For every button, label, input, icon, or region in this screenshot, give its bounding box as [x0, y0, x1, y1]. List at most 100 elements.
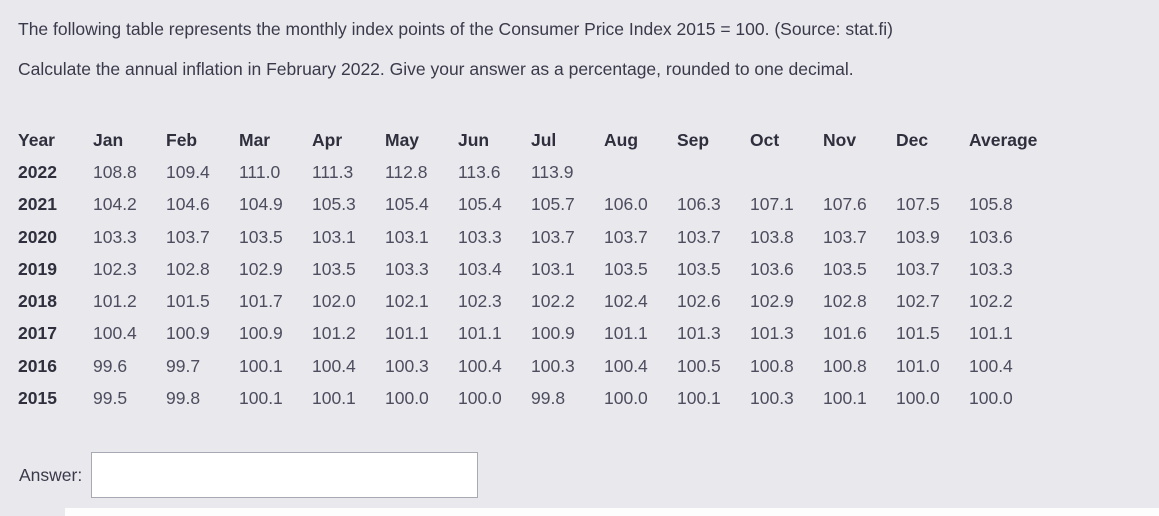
value-cell: 100.4	[458, 355, 502, 376]
value-cell: 99.5	[93, 388, 128, 409]
value-cell: 103.5	[312, 258, 356, 279]
column-header-jun: Jun	[458, 129, 490, 150]
question-instruction: Calculate the annual inflation in Februa…	[18, 59, 854, 79]
value-cell: 100.9	[531, 323, 575, 344]
value-cell: 105.7	[531, 194, 575, 215]
value-cell: 113.6	[458, 161, 501, 182]
value-cell	[896, 156, 969, 188]
column-header-aug: Aug	[604, 129, 639, 150]
value-cell: 101.1	[385, 323, 429, 344]
column-header-apr: Apr	[312, 129, 343, 150]
value-cell: 103.5	[823, 258, 867, 279]
value-cell: 101.7	[239, 291, 283, 312]
value-cell: 103.1	[531, 258, 575, 279]
value-cell: 103.4	[458, 258, 502, 279]
column-header-dec: Dec	[896, 129, 929, 150]
value-cell: 101.5	[896, 323, 940, 344]
value-cell: 105.4	[458, 194, 502, 215]
value-cell: 102.2	[969, 291, 1013, 312]
value-cell: 103.3	[93, 226, 137, 247]
value-cell: 100.3	[385, 355, 429, 376]
value-cell: 101.2	[93, 291, 137, 312]
value-cell: 100.5	[677, 355, 721, 376]
year-cell: 2016	[18, 355, 57, 376]
value-cell: 100.4	[969, 355, 1013, 376]
value-cell: 103.5	[604, 258, 648, 279]
value-cell: 103.8	[750, 226, 794, 247]
value-cell: 100.8	[750, 355, 794, 376]
value-cell: 100.9	[166, 323, 210, 344]
value-cell: 109.4	[166, 161, 210, 182]
year-cell: 2019	[18, 258, 57, 279]
value-cell: 100.4	[604, 355, 648, 376]
value-cell: 102.3	[458, 291, 502, 312]
value-cell: 100.4	[93, 323, 137, 344]
value-cell: 101.1	[458, 323, 502, 344]
value-cell: 100.1	[823, 388, 867, 409]
value-cell: 112.8	[385, 161, 428, 182]
table-row-2018: 2018 101.2 101.5 101.7 102.0 102.1 102.3 102.2 1…	[18, 285, 1049, 317]
question-statement: The following table represents the month…	[18, 19, 893, 39]
value-cell: 104.2	[93, 194, 137, 215]
value-cell: 101.2	[312, 323, 356, 344]
value-cell: 100.0	[458, 388, 502, 409]
value-cell: 105.4	[385, 194, 429, 215]
column-header-mar: Mar	[239, 129, 271, 150]
value-cell: 101.1	[604, 323, 648, 344]
year-cell: 2018	[18, 291, 57, 312]
value-cell: 103.7	[604, 226, 648, 247]
value-cell: 102.2	[531, 291, 575, 312]
column-header-jan: Jan	[93, 129, 124, 150]
value-cell: 102.4	[604, 291, 648, 312]
value-cell: 102.8	[166, 258, 210, 279]
value-cell: 103.3	[385, 258, 429, 279]
value-cell: 99.8	[531, 388, 566, 409]
year-cell: 2015	[18, 388, 57, 409]
value-cell: 100.1	[239, 355, 283, 376]
table-row-2015: 2015 99.5 99.8 100.1 100.1 100.0 100.0 99.8 100.…	[18, 382, 1049, 414]
value-cell: 103.7	[531, 226, 575, 247]
column-header-jul: Jul	[531, 129, 557, 150]
value-cell: 105.8	[969, 194, 1013, 215]
table-body: 2022 108.8 109.4 111.0 111.3 112.8 113.6 113.9 2…	[18, 156, 1049, 414]
bottom-content-edge	[65, 508, 1159, 516]
answer-row: Answer:	[19, 452, 479, 498]
value-cell: 100.1	[677, 388, 721, 409]
value-cell: 103.6	[969, 226, 1013, 247]
value-cell: 100.3	[750, 388, 794, 409]
value-cell: 102.7	[896, 291, 940, 312]
value-cell: 103.7	[166, 226, 210, 247]
column-header-feb: Feb	[166, 129, 198, 150]
year-cell: 2021	[18, 194, 57, 215]
table-header-row: Year Jan Feb Mar Apr May Jun Jul Aug Sep Oct Nov Dec…	[18, 124, 1049, 156]
value-cell: 105.3	[312, 194, 356, 215]
value-cell: 101.3	[677, 323, 721, 344]
value-cell: 100.0	[896, 388, 940, 409]
value-cell: 102.9	[750, 291, 794, 312]
value-cell: 103.3	[969, 258, 1013, 279]
table-row-2021: 2021 104.2 104.6 104.9 105.3 105.4 105.4 105.7 1…	[18, 189, 1049, 221]
value-cell: 103.5	[239, 226, 283, 247]
value-cell: 103.9	[896, 226, 940, 247]
value-cell: 100.0	[969, 388, 1013, 409]
value-cell: 103.6	[750, 258, 794, 279]
value-cell: 99.6	[93, 355, 128, 376]
table-row-2016: 2016 99.6 99.7 100.1 100.4 100.3 100.4 100.3 100…	[18, 350, 1049, 382]
table-row-2017: 2017 100.4 100.9 100.9 101.2 101.1 101.1 100.9 1…	[18, 318, 1049, 350]
value-cell	[823, 156, 896, 188]
answer-input[interactable]	[91, 452, 479, 498]
value-cell: 103.7	[823, 226, 867, 247]
value-cell: 100.4	[312, 355, 356, 376]
value-cell: 100.0	[385, 388, 429, 409]
value-cell: 103.1	[385, 226, 429, 247]
value-cell: 100.0	[604, 388, 648, 409]
table-row-2020: 2020 103.3 103.7 103.5 103.1 103.1 103.3 103.7 1…	[18, 221, 1049, 253]
column-header-oct: Oct	[750, 129, 780, 150]
value-cell: 102.0	[312, 291, 356, 312]
value-cell: 103.7	[896, 258, 940, 279]
cpi-table: Year Jan Feb Mar Apr May Jun Jul Aug Sep Oct Nov Dec…	[18, 124, 1049, 415]
value-cell: 102.1	[385, 291, 429, 312]
value-cell: 104.6	[166, 194, 210, 215]
value-cell: 103.5	[677, 258, 721, 279]
value-cell: 107.6	[823, 194, 867, 215]
